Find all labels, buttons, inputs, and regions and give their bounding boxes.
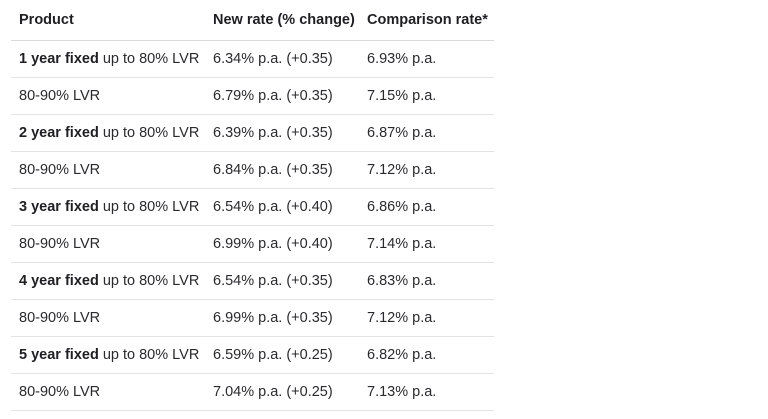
- table-row: 80-90% LVR 6.99% p.a. (+0.40) 7.14% p.a.: [11, 225, 494, 263]
- lvr-label: up to 80% LVR: [98, 347, 200, 363]
- lvr-label: 80-90% LVR: [19, 88, 101, 104]
- product-cell: 5 year fixed up to 80% LVR: [11, 336, 205, 374]
- comparison-rate-cell: 7.15% p.a.: [359, 77, 494, 115]
- lvr-label: 80-90% LVR: [19, 236, 101, 252]
- table-row: 80-90% LVR 6.84% p.a. (+0.35) 7.12% p.a.: [11, 151, 494, 189]
- lvr-label: up to 80% LVR: [98, 273, 200, 289]
- fixed-term-label: 3 year fixed: [19, 199, 99, 215]
- comparison-rate-cell: 7.12% p.a.: [359, 151, 494, 189]
- new-rate-cell: 6.84% p.a. (+0.35): [205, 151, 359, 189]
- header-comparison-rate: Comparison rate*: [359, 0, 494, 41]
- header-new-rate: New rate (% change): [205, 0, 359, 41]
- comparison-rate-cell: 6.93% p.a.: [359, 40, 494, 78]
- table-row: 1 year fixed up to 80% LVR 6.34% p.a. (+0…: [11, 40, 494, 78]
- lvr-label: up to 80% LVR: [98, 125, 200, 141]
- table-header-row: Product New rate (% change) Comparison r…: [11, 0, 494, 41]
- comparison-rate-cell: 6.83% p.a.: [359, 262, 494, 300]
- product-cell: 3 year fixed up to 80% LVR: [11, 188, 205, 226]
- product-cell: 1 year fixed up to 80% LVR: [11, 40, 205, 78]
- new-rate-cell: 7.04% p.a. (+0.25): [205, 373, 359, 411]
- fixed-term-label: 5 year fixed: [19, 347, 99, 363]
- new-rate-cell: 6.34% p.a. (+0.35): [205, 40, 359, 78]
- table-row: 5 year fixed up to 80% LVR 6.59% p.a. (+0…: [11, 336, 494, 374]
- comparison-rate-cell: 6.82% p.a.: [359, 336, 494, 374]
- product-cell: 80-90% LVR: [11, 299, 205, 337]
- product-cell: 80-90% LVR: [11, 373, 205, 411]
- new-rate-cell: 6.54% p.a. (+0.40): [205, 188, 359, 226]
- comparison-rate-cell: 7.13% p.a.: [359, 373, 494, 411]
- table-row: 2 year fixed up to 80% LVR 6.39% p.a. (+0…: [11, 114, 494, 152]
- fixed-term-label: 2 year fixed: [19, 125, 99, 141]
- table-row: 80-90% LVR 7.04% p.a. (+0.25) 7.13% p.a.: [11, 373, 494, 411]
- fixed-term-label: 1 year fixed: [19, 51, 99, 67]
- lvr-label: up to 80% LVR: [98, 199, 200, 215]
- comparison-rate-cell: 7.12% p.a.: [359, 299, 494, 337]
- product-cell: 4 year fixed up to 80% LVR: [11, 262, 205, 300]
- table-row: 80-90% LVR 6.99% p.a. (+0.35) 7.12% p.a.: [11, 299, 494, 337]
- lvr-label: 80-90% LVR: [19, 310, 101, 326]
- product-cell: 2 year fixed up to 80% LVR: [11, 114, 205, 152]
- new-rate-cell: 6.99% p.a. (+0.40): [205, 225, 359, 263]
- fixed-rate-table: Product New rate (% change) Comparison r…: [11, 0, 494, 411]
- new-rate-cell: 6.54% p.a. (+0.35): [205, 262, 359, 300]
- table-row: 3 year fixed up to 80% LVR 6.54% p.a. (+0…: [11, 188, 494, 226]
- lvr-label: 80-90% LVR: [19, 384, 101, 400]
- comparison-rate-cell: 7.14% p.a.: [359, 225, 494, 263]
- comparison-rate-cell: 6.86% p.a.: [359, 188, 494, 226]
- fixed-term-label: 4 year fixed: [19, 273, 99, 289]
- table-row: 80-90% LVR 6.79% p.a. (+0.35) 7.15% p.a.: [11, 77, 494, 115]
- new-rate-cell: 6.59% p.a. (+0.25): [205, 336, 359, 374]
- new-rate-cell: 6.79% p.a. (+0.35): [205, 77, 359, 115]
- lvr-label: up to 80% LVR: [98, 51, 200, 67]
- comparison-rate-cell: 6.87% p.a.: [359, 114, 494, 152]
- table-body: 1 year fixed up to 80% LVR 6.34% p.a. (+0…: [11, 40, 494, 411]
- new-rate-cell: 6.99% p.a. (+0.35): [205, 299, 359, 337]
- product-cell: 80-90% LVR: [11, 77, 205, 115]
- lvr-label: 80-90% LVR: [19, 162, 101, 178]
- header-product: Product: [11, 0, 205, 41]
- table-row: 4 year fixed up to 80% LVR 6.54% p.a. (+0…: [11, 262, 494, 300]
- product-cell: 80-90% LVR: [11, 225, 205, 263]
- new-rate-cell: 6.39% p.a. (+0.35): [205, 114, 359, 152]
- product-cell: 80-90% LVR: [11, 151, 205, 189]
